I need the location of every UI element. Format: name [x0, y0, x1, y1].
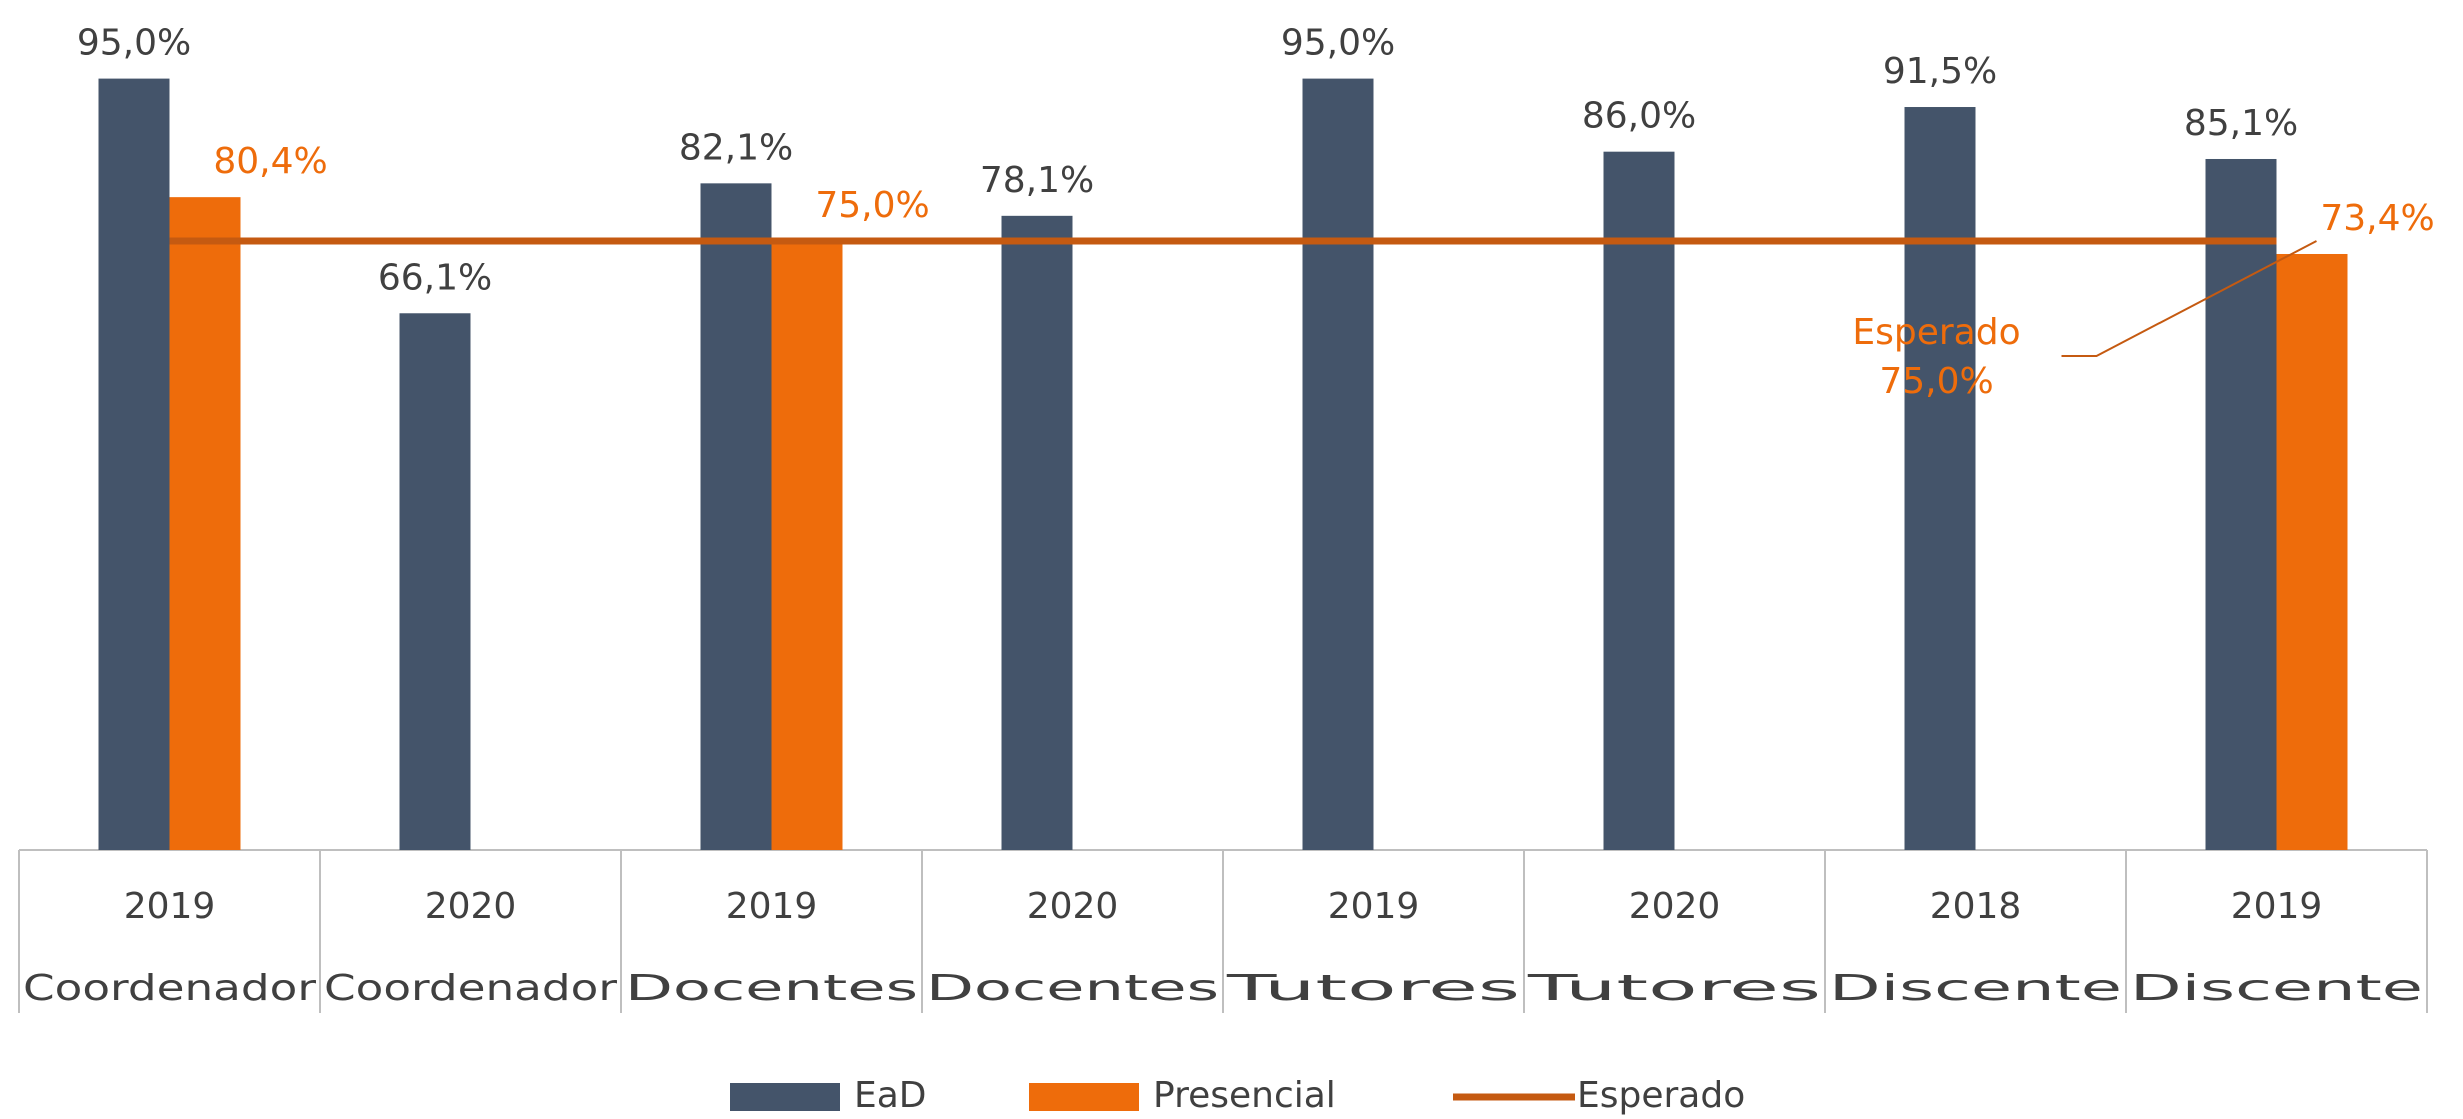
- legend-swatch: [1029, 1083, 1139, 1111]
- x-group-label: Coordenador: [324, 968, 617, 1009]
- x-tick-label: 2019: [124, 886, 216, 927]
- x-tick-label: 2019: [2231, 886, 2323, 927]
- data-label: 85,1%: [2184, 103, 2298, 144]
- line-label-name: Esperado: [1852, 312, 2020, 353]
- x-group-label: Docentes: [926, 968, 1219, 1009]
- x-tick-label: 2018: [1930, 886, 2022, 927]
- legend-swatch: [730, 1083, 840, 1111]
- data-label: 66,1%: [378, 257, 492, 298]
- data-label: 86,0%: [1582, 96, 1696, 137]
- x-group-label: Tutores: [1526, 968, 1821, 1009]
- x-group-label: Docentes: [625, 968, 918, 1009]
- data-label: 80,4%: [213, 141, 327, 182]
- legend-label: Presencial: [1153, 1075, 1336, 1116]
- bar: [1904, 107, 1976, 850]
- x-group-label: Discente: [1829, 968, 2122, 1009]
- x-tick-label: 2020: [1629, 886, 1721, 927]
- bar: [771, 241, 843, 850]
- bar: [2276, 253, 2348, 850]
- bar: [2205, 158, 2277, 850]
- data-label: 73,4%: [2320, 198, 2434, 239]
- bar: [169, 197, 241, 851]
- x-group-label: Tutores: [1225, 968, 1520, 1009]
- x-group-label: Coordenador: [23, 968, 316, 1009]
- x-tick-label: 2020: [1027, 886, 1119, 927]
- line-label: 75,0%: [1879, 361, 1993, 402]
- bar: [98, 78, 170, 851]
- data-label: 95,0%: [1281, 23, 1395, 64]
- data-label: 95,0%: [77, 23, 191, 64]
- bar: [1302, 78, 1374, 851]
- x-tick-label: 2019: [1328, 886, 1420, 927]
- data-label: 82,1%: [679, 127, 793, 168]
- x-group-label: Discente: [2130, 968, 2423, 1009]
- bar: [700, 183, 772, 850]
- legend-label: Esperado: [1577, 1075, 1745, 1116]
- legend-label: EaD: [854, 1075, 927, 1116]
- bar: [1603, 151, 1675, 850]
- bar: [399, 313, 471, 850]
- x-tick-label: 2019: [726, 886, 818, 927]
- data-label: 91,5%: [1883, 51, 1997, 92]
- x-tick-label: 2020: [425, 886, 517, 927]
- label-leader: [2061, 240, 2317, 357]
- data-label: 75,0%: [815, 185, 929, 226]
- bar: [1001, 215, 1073, 850]
- data-label: 78,1%: [980, 160, 1094, 201]
